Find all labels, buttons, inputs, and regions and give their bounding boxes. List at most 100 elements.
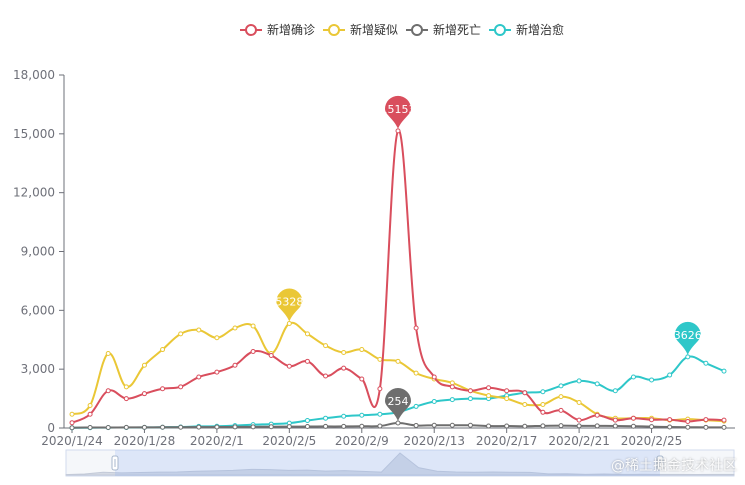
data-point[interactable] [232,424,238,430]
data-point[interactable] [649,377,655,383]
data-point[interactable] [123,384,129,390]
data-point[interactable] [667,372,673,378]
data-point[interactable] [359,412,365,418]
data-point[interactable] [721,417,727,423]
data-point[interactable] [522,401,528,407]
data-point[interactable] [630,374,636,380]
data-point[interactable] [286,321,292,327]
data-point[interactable] [304,418,310,424]
data-point[interactable] [141,424,147,430]
data-point[interactable] [540,389,546,395]
data-point[interactable] [667,417,673,423]
data-point[interactable] [449,422,455,428]
data-point[interactable] [105,388,111,394]
data-point[interactable] [594,423,600,429]
data-point[interactable] [467,396,473,402]
data-point[interactable] [377,411,383,417]
legend-item[interactable]: 新增确诊 [240,22,315,37]
zoom-window[interactable] [115,450,660,476]
data-point[interactable] [178,331,184,337]
data-point[interactable] [612,417,618,423]
data-point[interactable] [341,349,347,355]
data-point[interactable] [141,391,147,397]
data-point[interactable] [214,335,220,341]
data-point[interactable] [214,369,220,375]
data-point[interactable] [504,388,510,394]
data-point[interactable] [486,423,492,429]
data-point[interactable] [703,360,709,366]
data-point[interactable] [413,422,419,428]
chart-legend[interactable]: 新增确诊 新增疑似 新增死亡 新增治愈 [240,22,564,37]
data-point[interactable] [612,423,618,429]
data-point[interactable] [250,424,256,430]
data-point[interactable] [649,424,655,430]
data-point[interactable] [395,128,401,134]
data-point[interactable] [540,401,546,407]
data-point[interactable] [323,415,329,421]
data-point[interactable] [558,383,564,389]
data-point[interactable] [522,390,528,396]
data-point[interactable] [232,325,238,331]
legend-item[interactable]: 新增死亡 [406,22,481,37]
data-point[interactable] [359,376,365,382]
data-point[interactable] [286,363,292,369]
data-point[interactable] [105,350,111,356]
data-point[interactable] [594,381,600,387]
data-point[interactable] [359,423,365,429]
data-point[interactable] [341,423,347,429]
data-zoom-slider[interactable] [65,449,735,477]
data-point[interactable] [413,403,419,409]
data-point[interactable] [105,425,111,431]
data-point[interactable] [504,396,510,402]
data-point[interactable] [87,411,93,417]
data-point[interactable] [413,370,419,376]
data-point[interactable] [703,417,709,423]
data-point[interactable] [703,424,709,430]
data-point[interactable] [685,419,691,425]
data-point[interactable] [87,402,93,408]
legend-item[interactable]: 新增疑似 [323,22,398,37]
data-point[interactable] [178,384,184,390]
data-point[interactable] [232,362,238,368]
legend-item[interactable]: 新增治愈 [489,22,564,37]
data-point[interactable] [449,380,455,386]
data-point[interactable] [558,423,564,429]
data-point[interactable] [413,325,419,331]
data-point[interactable] [123,424,129,430]
data-point[interactable] [268,352,274,358]
data-point[interactable] [395,420,401,426]
data-point[interactable] [721,424,727,430]
data-point[interactable] [160,347,166,353]
data-point[interactable] [178,424,184,430]
data-point[interactable] [87,425,93,431]
data-point[interactable] [141,362,147,368]
data-point[interactable] [359,347,365,353]
data-point[interactable] [558,394,564,400]
data-point[interactable] [69,425,75,431]
data-point[interactable] [341,365,347,371]
data-point[interactable] [196,424,202,430]
data-point[interactable] [196,327,202,333]
data-point[interactable] [341,413,347,419]
data-point[interactable] [576,423,582,429]
data-point[interactable] [304,358,310,364]
data-point[interactable] [69,420,75,426]
data-point[interactable] [286,424,292,430]
data-point[interactable] [250,349,256,355]
data-point[interactable] [667,424,673,430]
data-point[interactable] [431,422,437,428]
data-point[interactable] [214,424,220,430]
data-point[interactable] [160,424,166,430]
data-point[interactable] [431,374,437,380]
data-point[interactable] [449,384,455,390]
data-point[interactable] [630,423,636,429]
data-point[interactable] [558,407,564,413]
data-point[interactable] [576,378,582,384]
data-point[interactable] [449,397,455,403]
data-point[interactable] [268,424,274,430]
data-point[interactable] [196,374,202,380]
data-point[interactable] [576,417,582,423]
data-point[interactable] [576,400,582,406]
data-point[interactable] [323,343,329,349]
data-point[interactable] [431,399,437,405]
